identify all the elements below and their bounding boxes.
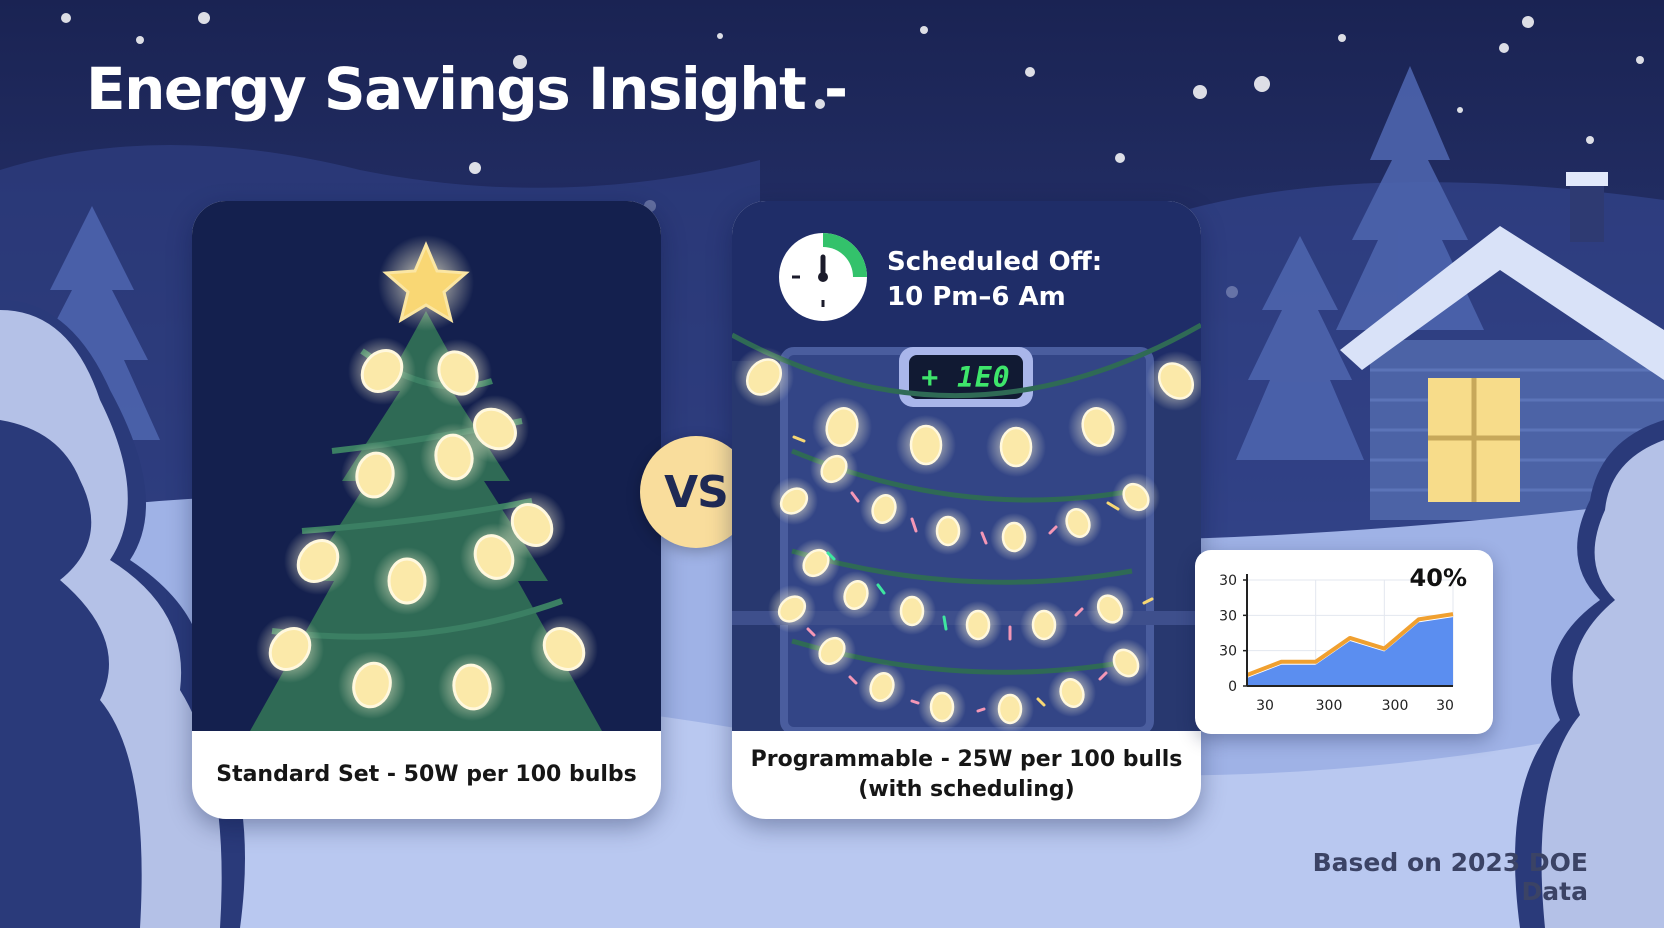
standard-set-card: Standard Set - 50W per 100 bulbs <box>192 201 661 819</box>
x-tick-label: 300 <box>1316 698 1343 714</box>
programmable-caption-line2: (with scheduling) <box>858 777 1075 802</box>
series-area <box>1247 617 1453 686</box>
x-tick-label: 300 <box>1382 698 1409 714</box>
savings-chart-card: 0 30 30 30 30 300 300 30 40% <box>1195 550 1493 734</box>
bulb-lights <box>734 347 1201 731</box>
standard-set-caption-text: Standard Set - 50W per 100 bulbs <box>216 762 637 788</box>
programmable-caption-line1: Programmable - 25W per 100 bulls <box>750 747 1183 773</box>
timer-display-readout: + 1E0 <box>921 360 1011 394</box>
y-tick-label: 30 <box>1219 573 1237 589</box>
programmable-lights-illustration <box>732 201 1201 731</box>
programmable-set-caption: Programmable - 25W per 100 bulls (with s… <box>732 731 1201 819</box>
source-note: Based on 2023 DOE Data <box>1312 848 1588 906</box>
star-icon <box>378 235 474 331</box>
savings-area-chart: 0 30 30 30 30 300 300 30 40% <box>1219 564 1467 714</box>
lit-christmas-tree-illustration <box>192 201 661 731</box>
page-title: Energy Savings Insight - <box>86 55 848 123</box>
standard-set-caption: Standard Set - 50W per 100 bulbs <box>192 731 661 819</box>
schedule-label: Scheduled Off: <box>887 247 1103 277</box>
confetti <box>792 435 1154 713</box>
y-tick-label: 0 <box>1228 679 1237 695</box>
schedule-text: Scheduled Off: 10 Pm–6 Am <box>887 245 1102 314</box>
y-tick-label: 30 <box>1219 644 1237 660</box>
bulb-lights <box>256 337 598 721</box>
savings-percent-label: 40% <box>1410 564 1467 592</box>
clock-icon <box>779 233 867 321</box>
x-tick-label: 30 <box>1436 698 1454 714</box>
x-tick-label: 30 <box>1256 698 1274 714</box>
schedule-time-range: 10 Pm–6 Am <box>887 281 1066 312</box>
programmable-set-card: Scheduled Off: 10 Pm–6 Am + 1E0 Programm… <box>732 201 1201 819</box>
y-tick-label: 30 <box>1219 608 1237 624</box>
